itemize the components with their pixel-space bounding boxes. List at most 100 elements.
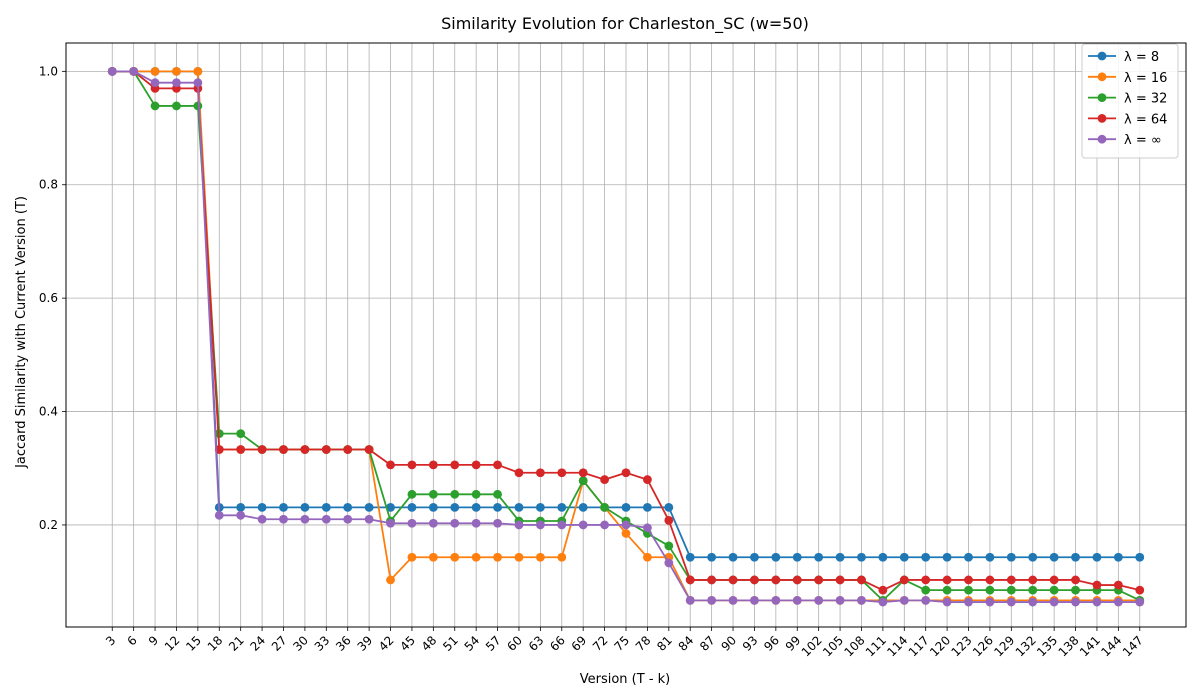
legend-entry: λ = ∞ — [1088, 133, 1162, 148]
data-point — [471, 518, 481, 528]
data-point — [750, 595, 759, 605]
data-point — [728, 575, 738, 585]
legend-entry: λ = 32 — [1088, 92, 1167, 107]
data-point — [643, 502, 652, 512]
data-point — [514, 502, 524, 512]
data-point — [557, 502, 567, 512]
data-point — [450, 552, 460, 562]
data-point — [557, 468, 567, 478]
data-point — [407, 518, 417, 528]
data-point — [578, 468, 588, 478]
legend-label: λ = 64 — [1124, 112, 1167, 127]
data-point — [985, 575, 995, 585]
data-point — [835, 575, 845, 585]
data-point — [685, 575, 695, 585]
data-point — [364, 514, 374, 524]
data-point — [1028, 575, 1038, 585]
data-point — [535, 520, 545, 530]
data-point — [1135, 552, 1145, 562]
data-point — [493, 518, 502, 528]
data-point — [1092, 597, 1102, 607]
data-point — [514, 552, 524, 562]
legend-entry: λ = 64 — [1088, 112, 1167, 127]
data-point — [1049, 597, 1059, 607]
data-point — [257, 502, 267, 512]
data-point — [1135, 597, 1145, 607]
data-point — [300, 445, 310, 454]
data-point — [985, 552, 995, 562]
chart-title: Similarity Evolution for Charleston_SC (… — [441, 14, 809, 34]
data-point — [493, 460, 502, 470]
data-point — [428, 489, 438, 499]
data-point — [578, 520, 588, 530]
data-point — [1049, 575, 1059, 585]
data-point — [664, 516, 674, 525]
data-point — [1113, 580, 1123, 590]
y-tick-label: 0.2 — [39, 518, 58, 532]
data-point — [985, 597, 995, 607]
data-point — [1028, 597, 1038, 607]
data-point — [1113, 597, 1123, 607]
data-point — [107, 66, 117, 76]
data-point — [1092, 552, 1102, 562]
data-point — [321, 502, 331, 512]
data-point — [921, 595, 931, 605]
data-point — [236, 502, 246, 512]
legend-swatch-marker — [1097, 114, 1107, 123]
legend: λ = 8 λ = 16 λ = 32 λ = 64 λ = ∞ — [1081, 43, 1179, 159]
data-point — [685, 595, 695, 605]
legend-entry: λ = 16 — [1088, 71, 1167, 86]
data-point — [300, 502, 310, 512]
data-point — [964, 575, 973, 585]
data-point — [643, 552, 652, 562]
legend-entry: λ = 8 — [1088, 50, 1159, 65]
data-point — [814, 552, 824, 562]
data-point — [921, 575, 931, 585]
x-axis-label: Version (T - k) — [580, 672, 671, 687]
legend-swatch-marker — [1097, 134, 1107, 144]
data-point — [193, 66, 203, 76]
data-point — [643, 475, 652, 484]
data-point — [1071, 552, 1080, 562]
data-point — [450, 460, 460, 470]
grid-lines — [66, 43, 1186, 627]
legend-label: λ = 8 — [1124, 50, 1159, 65]
data-point — [193, 78, 203, 88]
data-point — [771, 595, 781, 605]
data-point — [450, 489, 460, 499]
data-point — [835, 595, 845, 605]
data-point — [557, 552, 567, 562]
data-point — [471, 489, 481, 499]
legend-swatch-marker — [1097, 72, 1107, 82]
data-point — [707, 552, 717, 562]
series-layer — [107, 66, 1145, 607]
data-point — [878, 552, 888, 562]
data-point — [685, 552, 695, 562]
data-point — [664, 541, 674, 551]
data-point — [386, 518, 395, 528]
data-point — [728, 595, 738, 605]
data-point — [899, 595, 909, 605]
data-point — [172, 66, 181, 76]
data-point — [279, 502, 288, 512]
legend-swatch-marker — [1097, 93, 1107, 102]
data-point — [792, 595, 802, 605]
data-point — [535, 468, 545, 478]
data-point — [407, 489, 417, 499]
data-point — [899, 552, 909, 562]
data-point — [450, 518, 460, 528]
data-point — [600, 475, 609, 484]
data-point — [664, 558, 674, 568]
data-point — [600, 520, 609, 530]
data-point — [835, 552, 845, 562]
data-point — [172, 101, 181, 111]
data-point — [643, 523, 652, 533]
data-point — [814, 595, 824, 605]
data-point — [1028, 552, 1038, 562]
y-tick-label: 1.0 — [39, 64, 58, 78]
data-point — [857, 552, 866, 562]
data-point — [343, 445, 353, 454]
data-point — [578, 502, 588, 512]
data-point — [1028, 585, 1038, 595]
